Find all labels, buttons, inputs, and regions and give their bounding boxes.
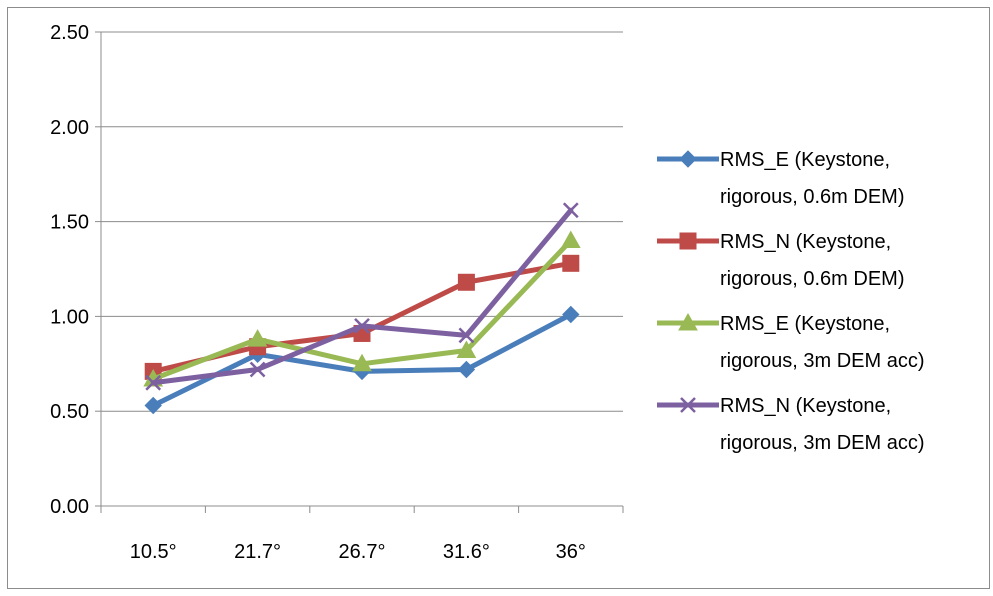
data-point-marker <box>145 374 162 391</box>
data-point-marker <box>562 305 580 324</box>
y-tick-labels: 0.00 0.50 1.00 1.50 2.00 2.50 <box>50 22 89 518</box>
x-tick-label: 21.7° <box>234 541 281 563</box>
data-point-marker <box>457 360 476 379</box>
x-tick-label: 10.5° <box>130 541 177 563</box>
data-point-marker <box>562 254 580 272</box>
data-point-marker <box>458 327 475 344</box>
x-tick-label: 26.7° <box>339 541 386 563</box>
legend-label: RMS_N (Keystone, <box>720 395 891 417</box>
data-point-marker <box>456 340 477 359</box>
legend-label: RMS_E (Keystone, <box>720 313 890 335</box>
legend-entry: RMS_E (Keystone, rigorous, 3m DEM acc) <box>657 312 925 372</box>
series-4 <box>145 202 579 391</box>
data-point-marker <box>562 202 579 219</box>
legend-entry: RMS_N (Keystone, rigorous, 3m DEM acc) <box>657 395 925 454</box>
data-point-marker <box>560 230 581 249</box>
x-tick-label: 36° <box>556 541 586 563</box>
data-point-marker <box>249 361 266 378</box>
data-point-marker <box>247 329 268 347</box>
legend-entry: RMS_N (Keystone, rigorous, 0.6m DEM) <box>657 231 905 290</box>
y-tick-label: 0.00 <box>50 496 89 518</box>
legend-label: rigorous, 0.6m DEM) <box>720 268 905 290</box>
y-tick-label: 2.00 <box>50 117 89 139</box>
y-tick-label: 0.50 <box>50 401 89 423</box>
y-tick-label: 1.00 <box>50 306 89 328</box>
data-point-marker <box>352 353 372 372</box>
x-tick-label: 31.6° <box>443 541 490 563</box>
legend-label: RMS_N (Keystone, <box>720 231 891 253</box>
legend-marker <box>678 312 698 331</box>
legend: RMS_E (Keystone,rigorous, 0.6m DEM)RMS_N… <box>657 149 925 454</box>
y-tick-label: 1.50 <box>50 212 89 234</box>
legend-marker <box>680 397 696 413</box>
legend-label: rigorous, 0.6m DEM) <box>720 186 905 208</box>
data-point-marker <box>457 273 475 291</box>
legend-label: RMS_E (Keystone, <box>720 149 890 171</box>
legend-label: rigorous, 3m DEM acc) <box>720 432 925 454</box>
data-point-marker <box>144 396 162 415</box>
gridlines <box>101 31 623 412</box>
legend-label: rigorous, 3m DEM acc) <box>720 350 925 372</box>
legend-marker <box>679 232 697 250</box>
axes <box>95 31 624 513</box>
series-lines <box>143 202 581 415</box>
legend-entry: RMS_E (Keystone, rigorous, 0.6m DEM) <box>657 149 905 208</box>
y-tick-label: 2.50 <box>50 22 89 44</box>
series-3 <box>143 230 581 387</box>
x-tick-labels: 10.5° 21.7° 26.7° 31.6° 36° <box>130 541 586 563</box>
legend-marker <box>679 150 697 168</box>
data-point-marker <box>354 317 370 334</box>
